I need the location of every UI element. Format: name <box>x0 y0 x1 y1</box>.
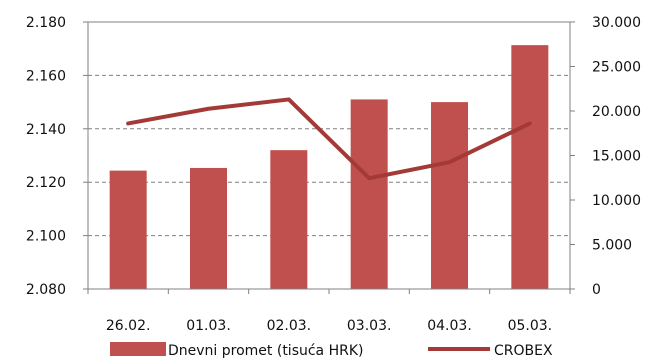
bar <box>431 102 468 289</box>
line-series <box>128 99 530 178</box>
x-tick-label: 02.03. <box>267 318 312 334</box>
right-tick-label: 15.000 <box>592 149 641 165</box>
bar <box>190 168 227 289</box>
legend: Dnevni promet (tisuća HRK) CROBEX <box>110 342 553 359</box>
legend-bar-swatch <box>110 342 166 356</box>
left-tick-label: 2.160 <box>26 68 66 84</box>
left-axis-ticks: 2.080 2.100 2.120 2.140 2.160 2.180 <box>26 15 88 298</box>
x-tick-label: 04.03. <box>427 318 472 334</box>
right-axis-ticks: 0 5.000 10.000 15.000 20.000 25.000 30.000 <box>570 15 641 298</box>
x-tick-label: 03.03. <box>347 318 392 334</box>
x-tick-label: 05.03. <box>508 318 553 334</box>
right-tick-label: 5.000 <box>592 238 632 254</box>
left-tick-label: 2.120 <box>26 175 66 191</box>
x-axis-ticks: 26.02. 01.03. 02.03. 03.03. 04.03. 05.03. <box>88 289 570 334</box>
bar-series <box>110 45 549 289</box>
bar <box>110 171 147 289</box>
left-tick-label: 2.100 <box>26 229 66 245</box>
axes <box>88 22 570 289</box>
right-tick-label: 20.000 <box>592 104 641 120</box>
legend-bar-label: Dnevni promet (tisuća HRK) <box>168 343 364 359</box>
gridlines <box>88 75 570 235</box>
left-tick-label: 2.140 <box>26 122 66 138</box>
bar <box>270 150 307 289</box>
left-tick-label: 2.180 <box>26 15 66 31</box>
bar <box>351 99 388 289</box>
right-tick-label: 30.000 <box>592 15 641 31</box>
x-tick-label: 26.02. <box>106 318 151 334</box>
left-tick-label: 2.080 <box>26 282 66 298</box>
legend-line-label: CROBEX <box>494 343 553 359</box>
line-path <box>128 99 530 178</box>
bar <box>511 45 548 289</box>
x-tick-label: 01.03. <box>186 318 231 334</box>
right-tick-label: 0 <box>592 282 601 298</box>
right-tick-label: 10.000 <box>592 193 641 209</box>
right-tick-label: 25.000 <box>592 60 641 76</box>
